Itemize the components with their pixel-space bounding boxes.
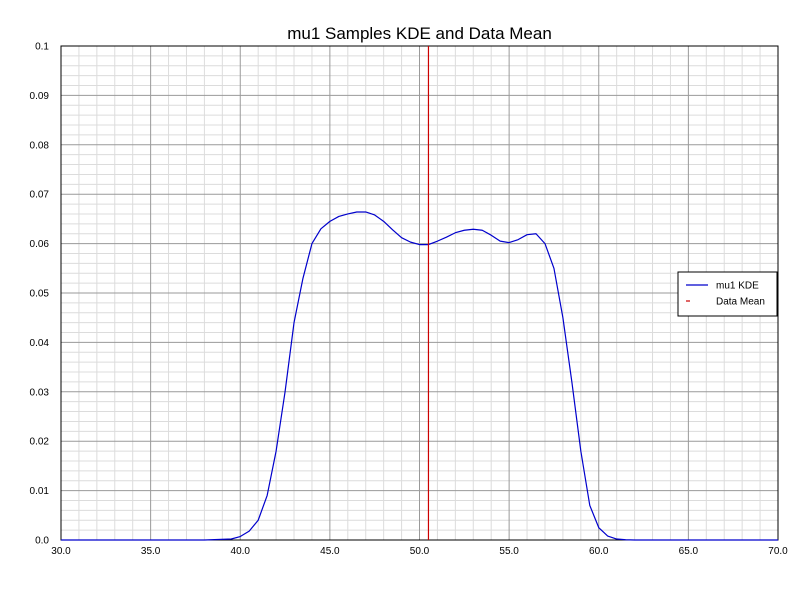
legend: mu1 KDE Data Mean: [677, 271, 778, 317]
y-tick-label: 0.05: [30, 289, 50, 300]
legend-label: mu1 KDE: [716, 281, 759, 292]
x-tick-label: 30.0: [51, 546, 71, 557]
y-tick-label: 0.0: [35, 536, 49, 547]
y-tick-label: 0.01: [30, 486, 50, 497]
y-tick-label: 0.07: [30, 190, 50, 201]
y-tick-label: 0.1: [35, 42, 49, 53]
x-tick-label: 55.0: [499, 546, 519, 557]
y-tick-label: 0.02: [30, 437, 50, 448]
y-tick-label: 0.08: [30, 140, 50, 151]
x-tick-label: 65.0: [679, 546, 699, 557]
legend-box: [677, 271, 778, 317]
x-tick-labels: 30.0 35.0 40.0 45.0 50.0 55.0 60.0 65.0 70.0: [51, 546, 788, 557]
x-tick-label: 45.0: [320, 546, 340, 557]
y-tick-label: 0.09: [30, 91, 50, 102]
x-tick-label: 50.0: [410, 546, 430, 557]
x-tick-label: 60.0: [589, 546, 609, 557]
y-tick-label: 0.06: [30, 239, 50, 250]
series-layer: [61, 46, 778, 541]
x-tick-label: 70.0: [768, 546, 788, 557]
x-tick-label: 35.0: [141, 546, 161, 557]
y-tick-label: 0.03: [30, 387, 50, 398]
chart-title: mu1 Samples KDE and Data Mean: [287, 24, 552, 43]
x-tick-label: 40.0: [231, 546, 251, 557]
y-tick-labels: 0.0 0.01 0.02 0.03 0.04 0.05 0.06 0.07 0.08 0.09 0…: [30, 42, 50, 547]
y-tick-label: 0.04: [30, 338, 50, 349]
plot-frame: [60, 45, 779, 541]
legend-label: Data Mean: [716, 297, 765, 308]
